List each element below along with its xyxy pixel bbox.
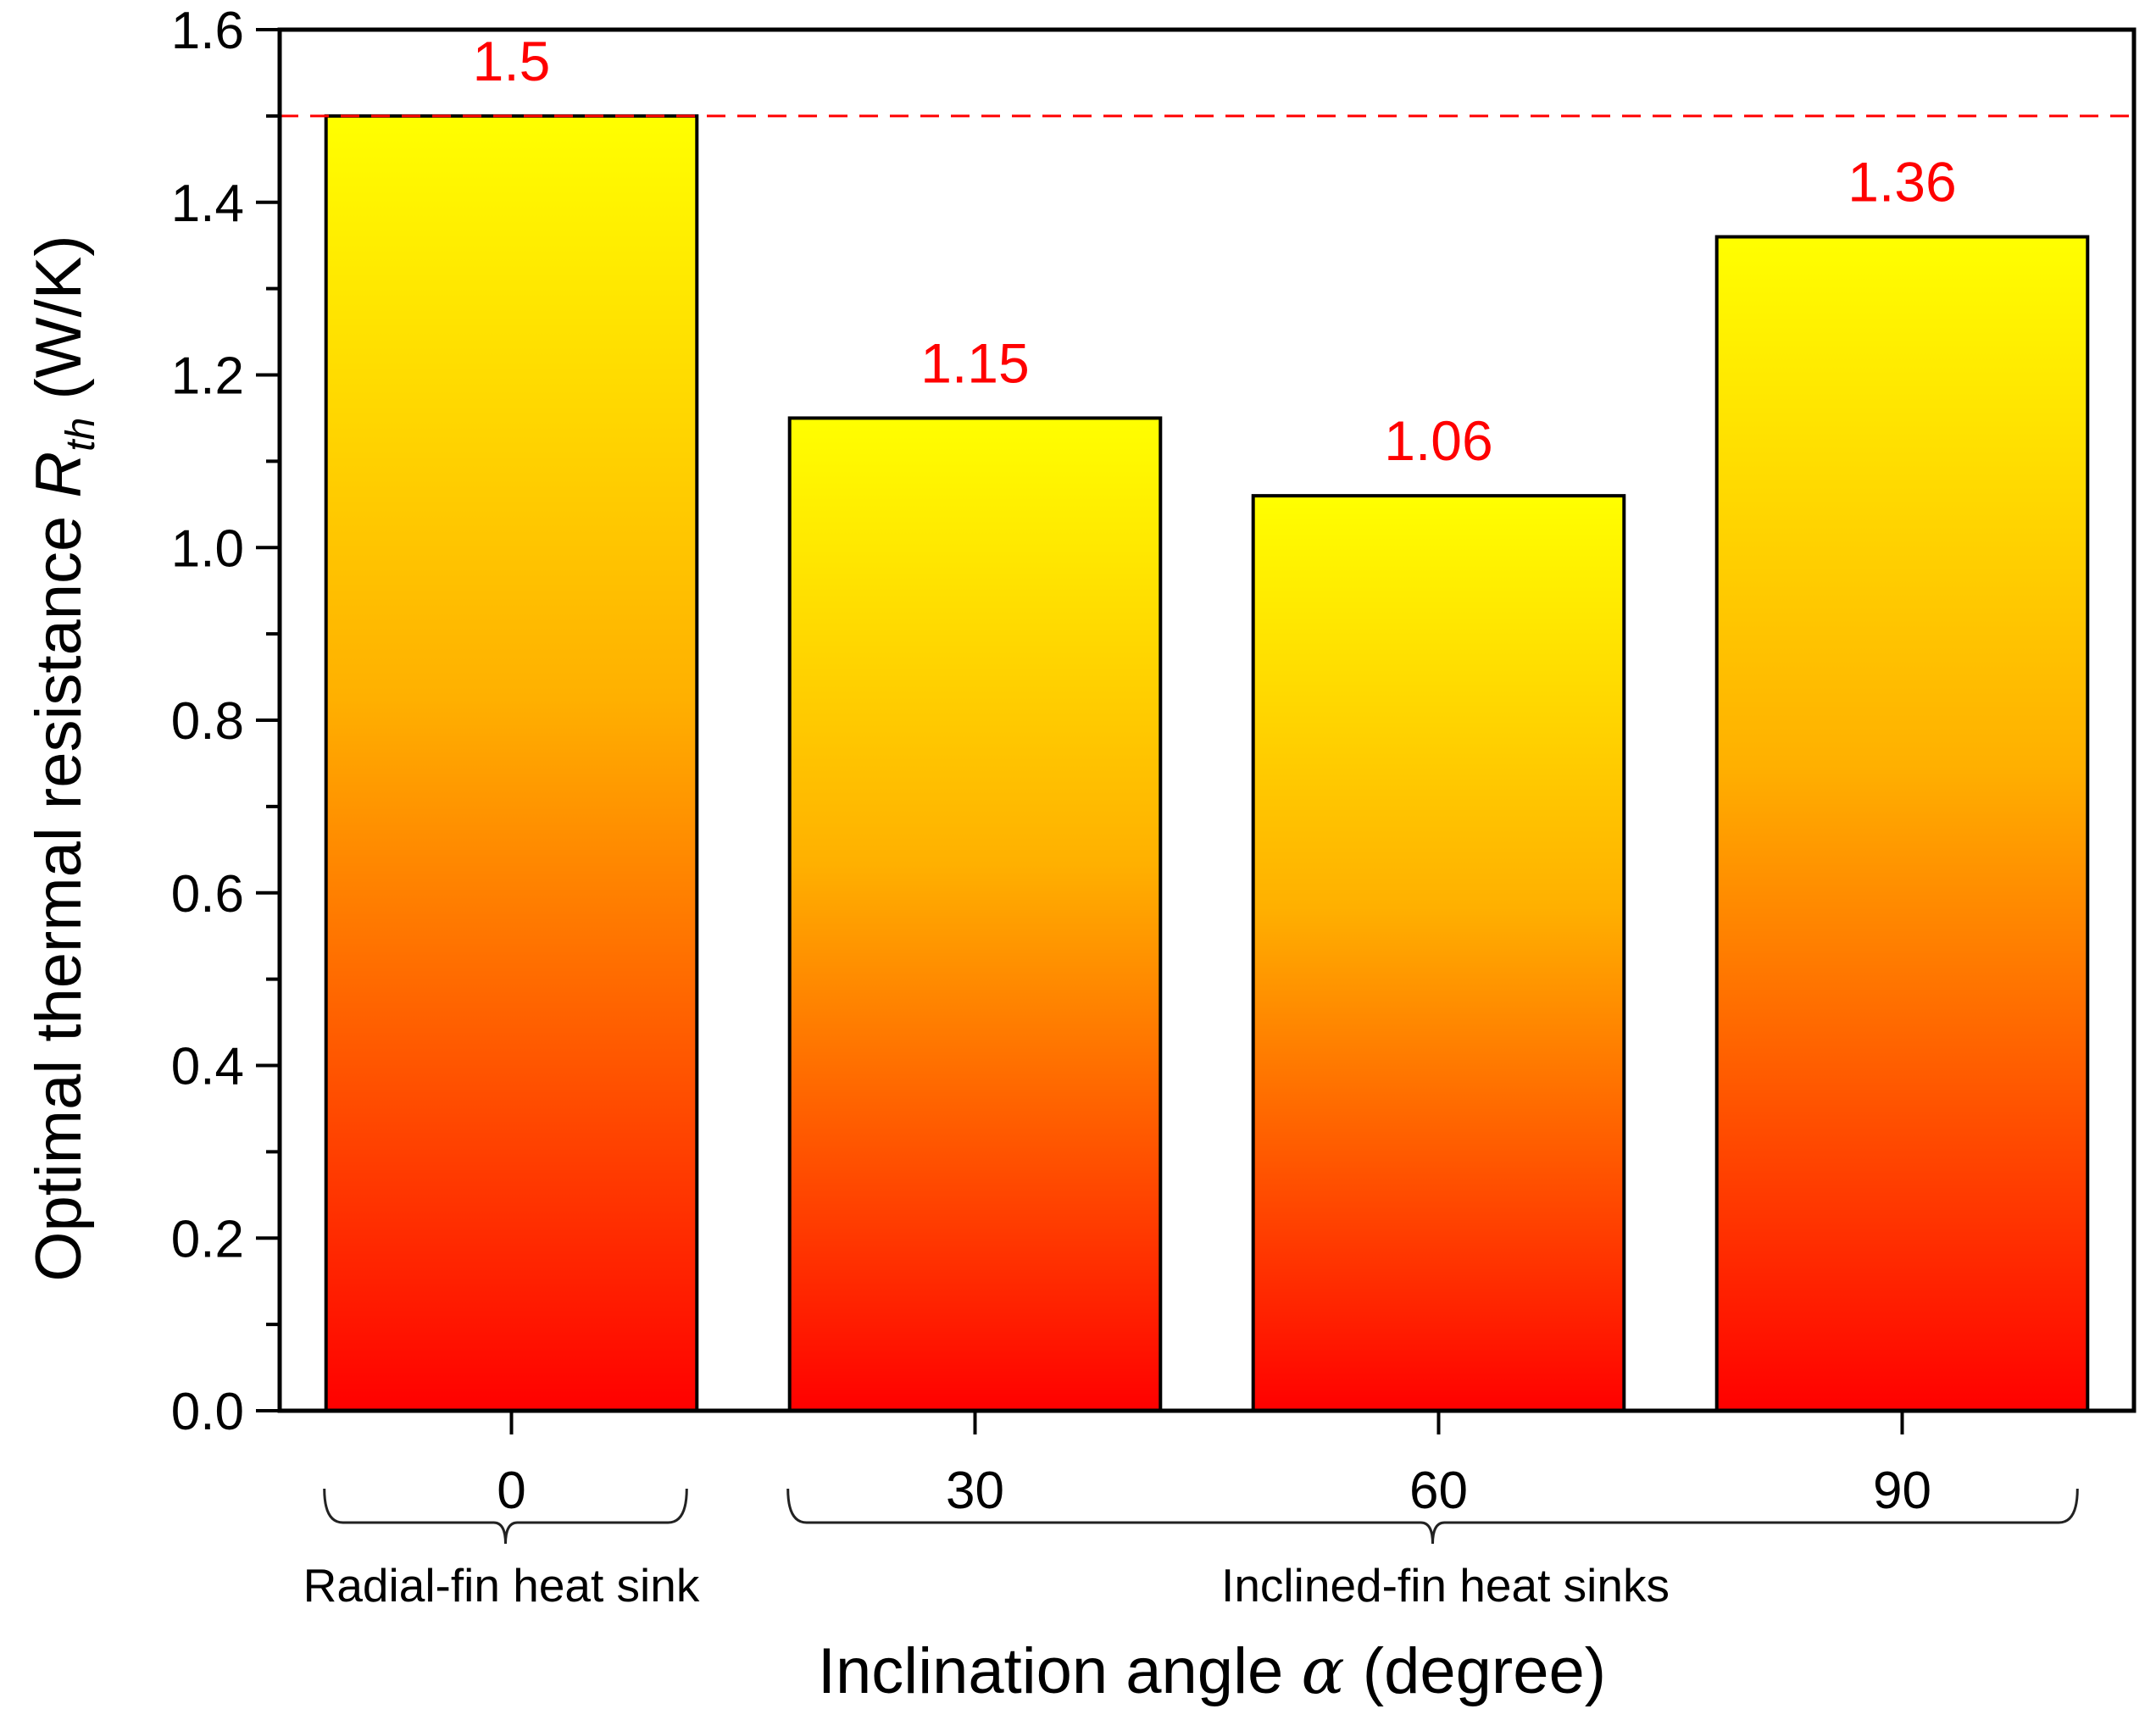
- data-label-30: 1.15: [920, 331, 1029, 394]
- data-label-90: 1.36: [1848, 151, 1956, 214]
- bar-0: [324, 114, 699, 1412]
- x-tick-label: 60: [1409, 1462, 1468, 1520]
- x-axis-title-symbol: α: [1301, 1633, 1344, 1708]
- y-axis-title-suffix: (W/K): [23, 235, 95, 417]
- x-axis-title-prefix: Inclination angle: [818, 1635, 1301, 1707]
- x-axis-title: Inclination angle α (degree): [818, 1633, 1606, 1708]
- y-tick-label: 1.0: [171, 519, 244, 578]
- group-label: Radial-fin heat sink: [303, 1559, 700, 1612]
- group-label: Inclined-fin heat sinks: [1221, 1559, 1670, 1612]
- y-axis: 0.0 0.2 0.4 0.6 0.8 1.0 1.2 1.4 1.6: [171, 2, 280, 1441]
- data-label-0: 1.5: [473, 30, 551, 92]
- y-axis-title-symbol: R: [23, 452, 95, 498]
- y-axis-title: Optimal thermal resistance Rth (W/K): [23, 235, 103, 1281]
- x-tick-label: 0: [497, 1462, 525, 1520]
- y-tick-label: 1.2: [171, 347, 244, 406]
- bar-30: [787, 416, 1163, 1412]
- y-tick-label: 0.6: [171, 865, 244, 924]
- bar-90: [1714, 235, 2090, 1412]
- y-tick-label: 0.4: [171, 1038, 244, 1096]
- data-labels: 1.5 1.15 1.06 1.36: [473, 30, 1957, 472]
- y-tick-label: 0.0: [171, 1383, 244, 1441]
- x-axis-title-suffix: (degree): [1345, 1635, 1606, 1707]
- category-groups: Radial-fin heat sink Inclined-fin heat si…: [303, 1488, 2079, 1612]
- y-axis-title-prefix: Optimal thermal resistance: [23, 498, 95, 1282]
- y-axis-title-subscript: th: [58, 418, 103, 452]
- x-tick-label: 30: [946, 1462, 1004, 1520]
- group-brace: [786, 1488, 2079, 1545]
- x-axis: 0 30 60 90: [497, 1411, 1931, 1520]
- data-label-60: 1.06: [1384, 409, 1492, 472]
- y-tick-label: 0.2: [171, 1210, 244, 1268]
- bar-60: [1251, 494, 1626, 1412]
- group-brace: [323, 1488, 688, 1545]
- y-tick-label: 1.4: [171, 175, 244, 233]
- y-tick-label: 1.6: [171, 2, 244, 60]
- y-tick-label: 0.8: [171, 692, 244, 751]
- x-tick-label: 90: [1873, 1462, 1931, 1520]
- bars: [324, 114, 2090, 1412]
